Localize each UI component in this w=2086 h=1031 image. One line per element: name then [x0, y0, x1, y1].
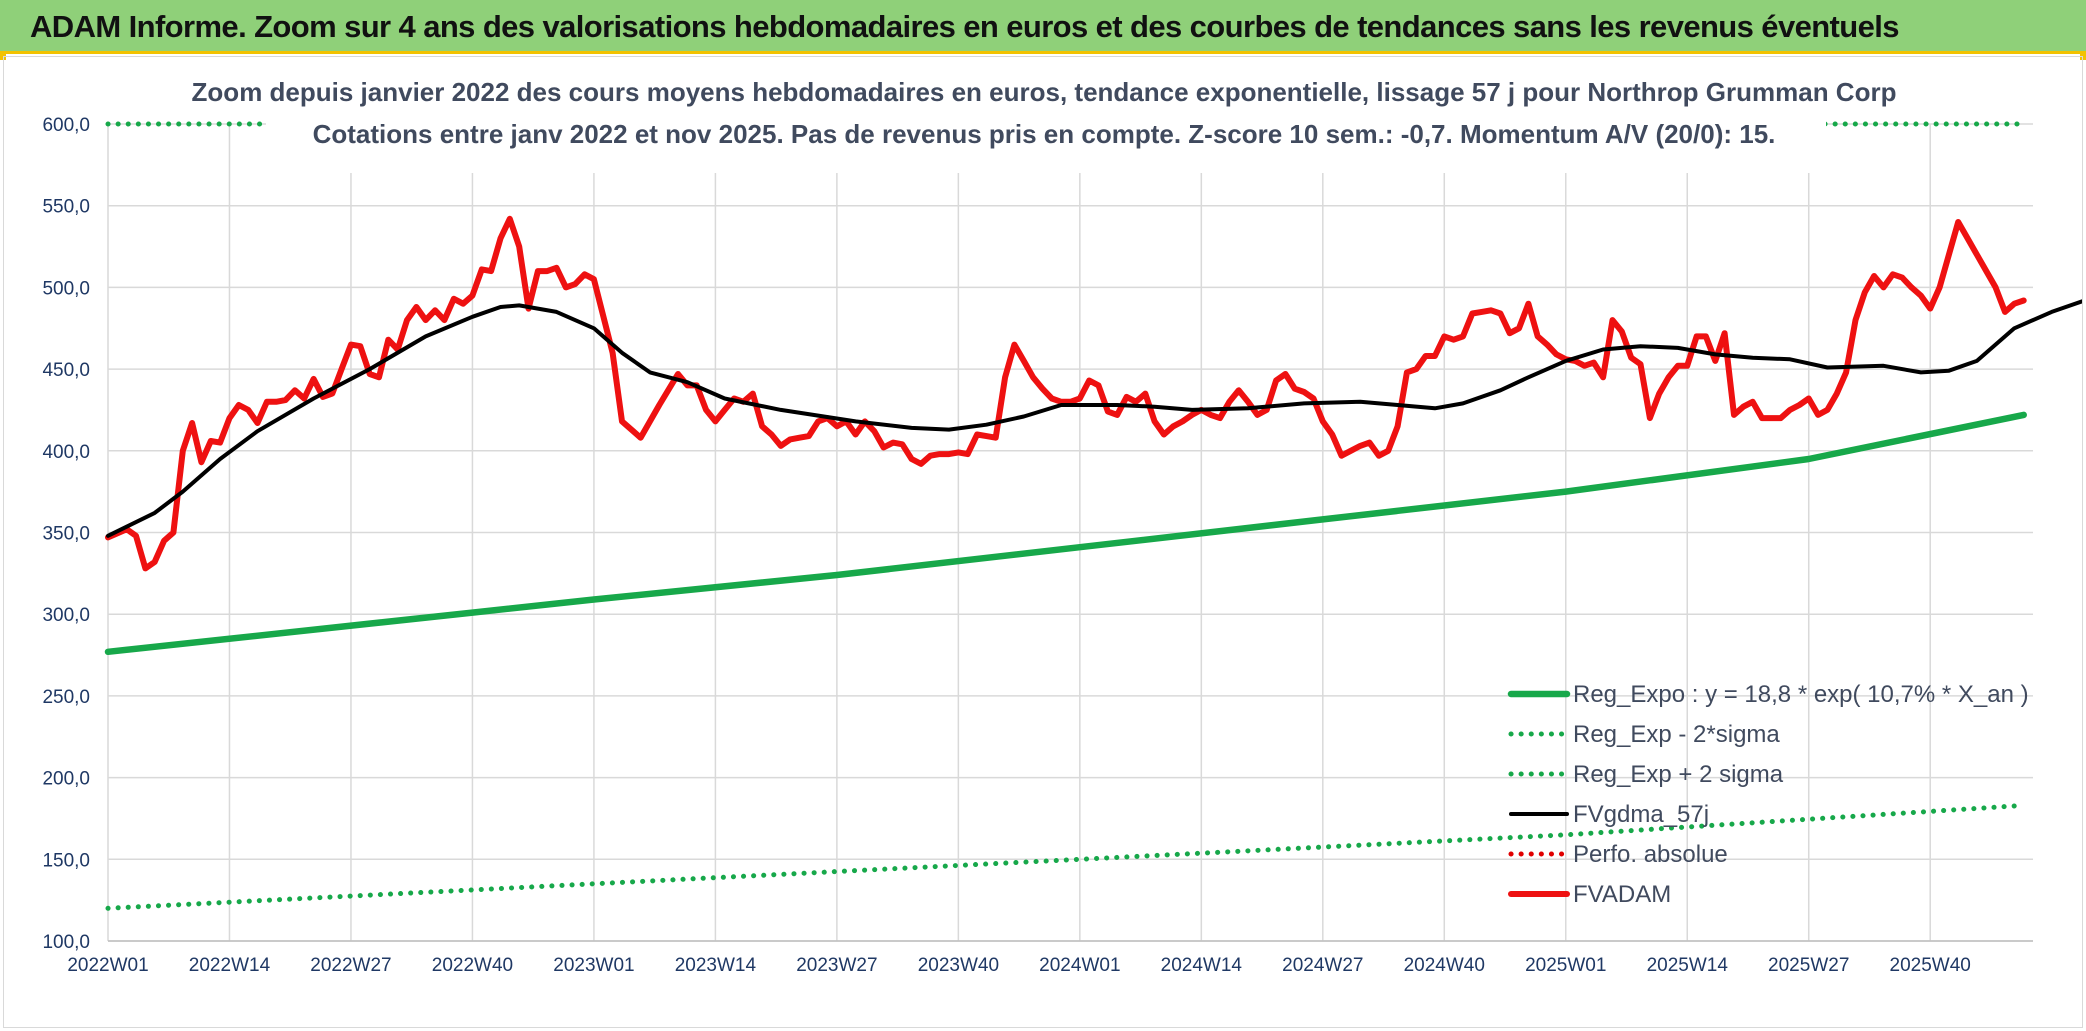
grid: [107, 123, 2033, 942]
x-tick-label: 2022W14: [189, 955, 271, 976]
x-tick-label: 2025W14: [1647, 955, 1729, 976]
series-line-0: [104, 411, 2027, 656]
series-line-3: [106, 299, 2082, 538]
legend: Reg_Expo : y = 18,8 * exp( 10,7% * X_an …: [1507, 681, 2029, 908]
axis-labels: 100,0 150,0 200,0 250,0 300,0 350,0 400,0 450,0…: [42, 115, 1970, 976]
x-tick-label: 2023W27: [796, 955, 877, 976]
y-tick-label: 150,0: [42, 850, 90, 871]
y-tick-label: 600,0: [42, 115, 90, 136]
x-tick-label: 2024W01: [1039, 955, 1120, 976]
chart-title: Zoom depuis janvier 2022 des cours moyen…: [192, 61, 1897, 173]
legend-label: Reg_Exp + 2 sigma: [1573, 761, 1784, 788]
x-tick-label: 2025W01: [1525, 955, 1606, 976]
legend-label: Reg_Exp - 2*sigma: [1573, 721, 1780, 748]
legend-label: Perfo. absolue: [1573, 841, 1728, 868]
series-line-1: [105, 802, 2027, 911]
x-tick-label: 2024W40: [1404, 955, 1485, 976]
x-tick-label: 2025W40: [1890, 955, 1971, 976]
y-tick-label: 550,0: [42, 197, 90, 218]
legend-label: Reg_Expo : y = 18,8 * exp( 10,7% * X_an …: [1573, 681, 2029, 708]
series-line-5: [105, 215, 2027, 572]
x-tick-label: 2024W27: [1282, 955, 1363, 976]
x-tick-label: 2022W40: [432, 955, 513, 976]
y-tick-label: 400,0: [42, 442, 90, 463]
chart-frame: 100,0 150,0 200,0 250,0 300,0 350,0 400,0 450,0…: [3, 56, 2083, 1028]
y-tick-label: 500,0: [42, 278, 90, 299]
x-tick-label: 2023W40: [918, 955, 999, 976]
y-tick-label: 250,0: [42, 687, 90, 708]
chart-title-line-1: Zoom depuis janvier 2022 des cours moyen…: [192, 77, 1897, 107]
x-tick-label: 2024W14: [1161, 955, 1243, 976]
series-layer: [104, 121, 2082, 911]
y-tick-label: 350,0: [42, 524, 90, 545]
legend-label: FVADAM: [1573, 881, 1671, 908]
x-tick-label: 2023W01: [553, 955, 634, 976]
y-tick-label: 100,0: [42, 932, 90, 953]
x-tick-label: 2023W14: [675, 955, 757, 976]
chart-title-line-2: Cotations entre janv 2022 et nov 2025. P…: [313, 119, 1776, 149]
chart-title-background: [266, 61, 1826, 173]
x-tick-label: 2025W27: [1768, 955, 1849, 976]
banner-title: ADAM Informe. Zoom sur 4 ans des valoris…: [30, 9, 1900, 44]
y-tick-label: 300,0: [42, 605, 90, 626]
chart-svg: 100,0 150,0 200,0 250,0 300,0 350,0 400,0 450,0…: [42, 61, 2082, 976]
banner: ADAM Informe. Zoom sur 4 ans des valoris…: [0, 0, 2086, 54]
y-tick-label: 450,0: [42, 360, 90, 381]
x-tick-label: 2022W27: [310, 955, 391, 976]
y-tick-label: 200,0: [42, 769, 90, 790]
banner-corner-right: [2080, 54, 2086, 60]
x-tick-label: 2022W01: [67, 955, 148, 976]
legend-label: FVgdma_57j: [1573, 801, 1709, 828]
